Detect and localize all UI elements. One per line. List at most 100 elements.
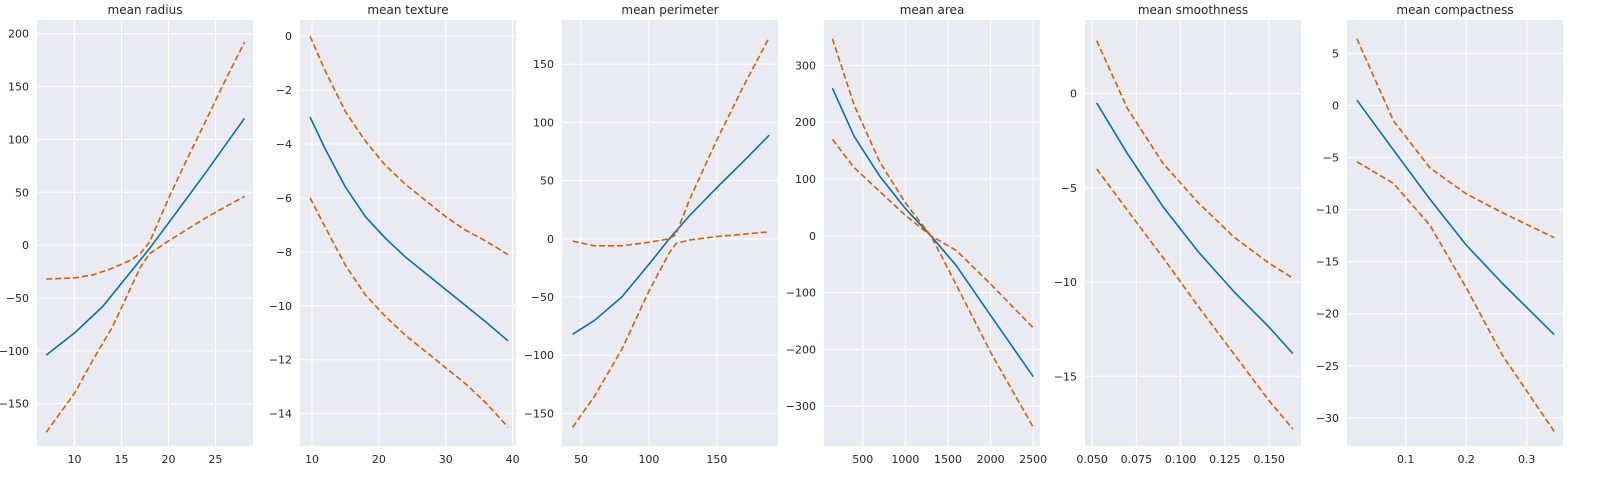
y-tick-label: −150 <box>0 398 29 411</box>
y-tick-label: 5 <box>1332 47 1339 60</box>
x-tick-label: 10 <box>68 453 82 466</box>
y-tick-label: −12 <box>269 354 292 367</box>
series-line-lower-bound <box>1356 161 1555 432</box>
y-tick-label: −8 <box>276 246 292 259</box>
y-tick-label: 150 <box>8 81 29 94</box>
y-tick-label: 0 <box>285 30 292 43</box>
y-tick-label: 50 <box>540 175 554 188</box>
y-tick-label: 100 <box>533 116 554 129</box>
series-line-upper-bound <box>46 41 246 280</box>
series-line-center <box>1096 102 1294 355</box>
plot-area <box>562 20 778 446</box>
y-tick-label: −150 <box>524 407 554 420</box>
x-tick-label: 50 <box>574 453 588 466</box>
plot-area <box>300 20 516 446</box>
series-line-upper-bound <box>831 38 1034 428</box>
panel-title: mean area <box>900 3 965 17</box>
series-line-lower-bound <box>1096 168 1294 430</box>
x-tick-label: 2000 <box>977 453 1005 466</box>
panel-2: 10 20 30 40 −14 −12 −10 −8 −6 −4 −2 0 mean texture <box>269 3 520 466</box>
series-line-center <box>572 134 770 335</box>
series-line-upper-bound <box>309 35 509 256</box>
panel-title: mean smoothness <box>1138 3 1248 17</box>
y-tick-label: −25 <box>1316 360 1339 373</box>
y-tick-label: −2 <box>276 84 292 97</box>
series-line-lower-bound <box>45 195 245 433</box>
x-tick-label: 0.3 <box>1518 453 1536 466</box>
series-line-lower-bound <box>571 231 770 428</box>
x-tick-label: 1000 <box>891 453 919 466</box>
x-tick-label: 1500 <box>934 453 962 466</box>
x-tick-label: 100 <box>638 453 659 466</box>
x-tick-label: 0.050 <box>1076 453 1108 466</box>
x-tick-label: 150 <box>706 453 727 466</box>
series-line-lower-bound <box>309 197 509 428</box>
y-tick-label: −15 <box>1316 256 1339 269</box>
y-tick-label: 150 <box>533 58 554 71</box>
y-tick-label: −6 <box>276 192 292 205</box>
x-tick-label: 0.125 <box>1209 453 1241 466</box>
y-tick-label: −50 <box>6 292 29 305</box>
x-tick-label: 15 <box>115 453 129 466</box>
y-tick-label: −100 <box>524 349 554 362</box>
series-line-center <box>309 116 509 342</box>
y-tick-label: −5 <box>1323 151 1339 164</box>
y-tick-label: −50 <box>531 291 554 304</box>
y-tick-label: 0 <box>809 230 816 243</box>
y-tick-label: 50 <box>15 186 29 199</box>
x-tick-label: 40 <box>506 453 520 466</box>
panel-4: 500 1000 1500 2000 2500 −300 −200 −100 0 100 200 30… <box>786 3 1047 466</box>
y-tick-label: 100 <box>8 133 29 146</box>
y-tick-label: 200 <box>8 28 29 41</box>
y-tick-label: −15 <box>1054 370 1077 383</box>
y-tick-label: 0 <box>1070 88 1077 101</box>
y-tick-label: −200 <box>786 343 816 356</box>
panel-6: 0.1 0.2 0.3 −30 −25 −20 −15 −10 −5 0 5 mean compact… <box>1316 3 1563 466</box>
y-tick-label: −100 <box>786 287 816 300</box>
panel-3: 50 100 150 −150 −100 −50 0 50 100 150 mean perimet… <box>524 3 778 466</box>
series-line-upper-bound <box>572 37 770 247</box>
x-tick-label: 25 <box>208 453 222 466</box>
x-tick-label: 20 <box>372 453 386 466</box>
y-tick-label: −300 <box>786 400 816 413</box>
panel-5: 0.050 0.075 0.100 0.125 0.150 −15 −10 −5 0 mean s… <box>1054 3 1301 466</box>
y-tick-label: 200 <box>795 116 816 129</box>
series-line-center <box>1356 99 1555 336</box>
y-tick-label: 0 <box>547 233 554 246</box>
y-tick-label: −10 <box>269 300 292 313</box>
y-tick-label: 100 <box>795 173 816 186</box>
panel-title: mean perimeter <box>621 3 718 17</box>
x-tick-label: 0.2 <box>1457 453 1475 466</box>
plot-area <box>37 20 253 446</box>
plot-area <box>1347 20 1563 446</box>
panel-1: 10 15 20 25 −150 −100 −50 0 50 100 150 200 mean radi… <box>0 3 253 466</box>
x-tick-label: 10 <box>305 453 319 466</box>
x-tick-label: 2500 <box>1019 453 1047 466</box>
x-tick-label: 0.150 <box>1253 453 1285 466</box>
series-line-upper-bound <box>1095 40 1294 279</box>
panel-title: mean radius <box>108 3 183 17</box>
x-tick-label: 0.100 <box>1165 453 1197 466</box>
series-line-upper-bound <box>1356 38 1555 239</box>
x-tick-label: 20 <box>161 453 175 466</box>
y-tick-label: −4 <box>276 138 292 151</box>
panel-title: mean compactness <box>1396 3 1513 17</box>
x-tick-label: 30 <box>439 453 453 466</box>
series-line-center <box>45 117 246 356</box>
y-tick-label: −5 <box>1061 182 1077 195</box>
y-tick-label: 300 <box>795 59 816 72</box>
y-tick-label: −10 <box>1054 276 1077 289</box>
x-tick-label: 0.075 <box>1121 453 1153 466</box>
y-tick-label: −10 <box>1316 204 1339 217</box>
x-tick-label: 500 <box>852 453 873 466</box>
y-tick-label: −100 <box>0 345 29 358</box>
plot-area <box>1085 20 1301 446</box>
panel-title: mean texture <box>367 3 448 17</box>
series-line-lower-bound <box>831 138 1034 329</box>
y-tick-label: −30 <box>1316 412 1339 425</box>
y-tick-label: 0 <box>1332 99 1339 112</box>
series-line-center <box>831 87 1034 378</box>
y-tick-label: −20 <box>1316 308 1339 321</box>
y-tick-label: 0 <box>22 239 29 252</box>
